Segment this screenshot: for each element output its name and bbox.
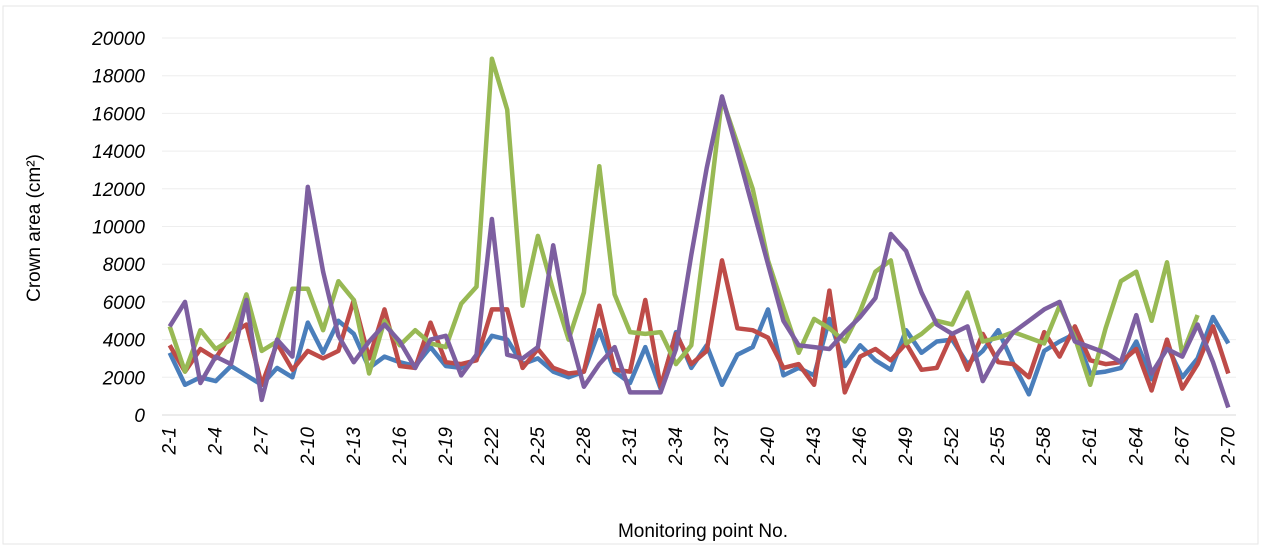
y-tick-label: 4000 xyxy=(103,331,146,352)
x-tick-label: 2-70 xyxy=(1218,427,1239,466)
x-tick-label: 2-10 xyxy=(298,427,319,466)
y-tick-label: 14000 xyxy=(92,142,145,163)
x-tick-label: 2-16 xyxy=(390,427,411,466)
y-tick-label: 0 xyxy=(134,406,145,427)
x-tick-label: 2-4 xyxy=(206,427,227,455)
y-tick-label: 2000 xyxy=(102,368,146,389)
x-tick-label: 2-43 xyxy=(804,427,825,466)
x-tick-label: 2-58 xyxy=(1034,427,1055,466)
x-tick-label: 2-31 xyxy=(620,427,641,466)
y-tick-label: 8000 xyxy=(103,255,146,276)
x-axis-title: Monitoring point No. xyxy=(618,521,788,542)
x-tick-label: 2-52 xyxy=(942,427,963,466)
x-tick-label: 2-64 xyxy=(1126,427,1147,466)
x-tick-label: 2-49 xyxy=(896,427,917,466)
x-tick-label: 2-13 xyxy=(344,427,365,466)
x-tick-label: 2-19 xyxy=(436,427,457,466)
y-tick-label: 18000 xyxy=(92,67,145,88)
x-tick-label: 2-34 xyxy=(666,427,687,466)
x-tick-label: 2-67 xyxy=(1172,426,1193,466)
y-tick-label: 16000 xyxy=(92,104,145,125)
x-tick-label: 2-7 xyxy=(252,426,273,456)
y-tick-label: 20000 xyxy=(91,29,145,50)
x-tick-label: 2-55 xyxy=(988,427,1009,466)
y-tick-label: 6000 xyxy=(103,293,146,314)
x-tick-label: 2-28 xyxy=(574,427,595,466)
series-line xyxy=(167,94,1231,409)
x-tick-label: 2-25 xyxy=(528,427,549,466)
series-line xyxy=(167,56,1200,388)
y-tick-label: 10000 xyxy=(92,218,145,239)
x-tick-label: 2-40 xyxy=(758,427,779,466)
x-tick-label: 2-1 xyxy=(160,427,181,455)
x-tick-label: 2-37 xyxy=(712,426,733,466)
x-tick-label: 2-46 xyxy=(850,427,871,466)
chart-frame xyxy=(2,5,1259,545)
y-axis-title: Crown area (cm²) xyxy=(24,154,45,302)
series-line xyxy=(167,258,1231,395)
x-tick-label: 2-22 xyxy=(482,427,503,466)
y-tick-label: 12000 xyxy=(92,180,145,201)
x-tick-label: 2-61 xyxy=(1080,427,1101,466)
